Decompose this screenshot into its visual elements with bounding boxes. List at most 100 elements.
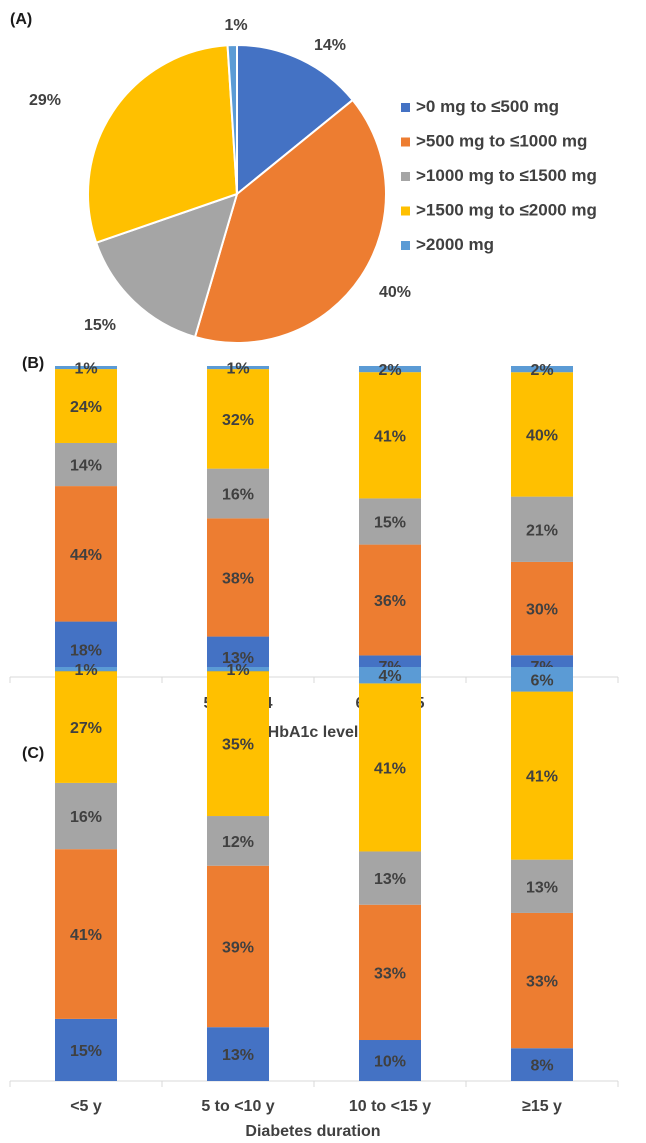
pie-slice-gt0-mg-to-le500-mg xyxy=(236,43,355,197)
stacked-bar-panel-c: (C) Diabetes duration 15% 41% 16% 27% 1% <5 y… xyxy=(9,662,619,1140)
bar-data-label: 2% xyxy=(378,362,401,379)
pie-slice-gt1000-mg-to-le1500-mg xyxy=(94,192,239,339)
bar-data-label: 13% xyxy=(526,879,558,896)
bar-segment-gt2000-mg-10-to-lt15-y xyxy=(359,667,421,684)
legend-swatch-gt1500-mg-to-le2000-mg xyxy=(401,206,410,216)
panel-label-b: (B) xyxy=(22,355,44,372)
pie-slice-label-gt1000-mg-to-le1500-mg: 15% xyxy=(84,317,116,334)
bar-data-label: 6% xyxy=(530,672,553,689)
bar-segment-gt0-mg-to-le500-mg-ge15-y xyxy=(511,1048,573,1081)
bar-data-label: 1% xyxy=(74,361,97,378)
bar-segment-gt1000-mg-to-le1500-mg-lt53 xyxy=(55,442,117,487)
bar-data-label: 35% xyxy=(222,737,254,754)
bar-data-label: 1% xyxy=(226,361,249,378)
bar-segment-gt1500-mg-to-le2000-mg-lt5-y xyxy=(55,671,117,783)
bar-data-label: 33% xyxy=(526,974,558,991)
bar-segment-gt500-mg-to-le1000-mg-lt53 xyxy=(55,486,117,622)
bar-segment-gt1500-mg-to-le2000-mg-53-to-lt64 xyxy=(207,369,269,469)
bar-data-label: 39% xyxy=(222,939,254,956)
bar-segment-gt1000-mg-to-le1500-mg-ge75 xyxy=(511,496,573,562)
pie-slice-label-gt0-mg-to-le500-mg: 14% xyxy=(314,37,346,54)
x-tick-label-10-to-lt15-y: 10 to <15 y xyxy=(349,1098,431,1115)
x-tick-label-ge15-y: ≥15 y xyxy=(522,1098,562,1115)
bar-data-label: 8% xyxy=(530,1058,553,1075)
bar-data-label: 12% xyxy=(222,834,254,851)
bar-segment-gt2000-mg-64-to-lt75 xyxy=(359,366,421,373)
bar-segment-gt2000-mg-ge15-y xyxy=(511,667,573,692)
bar-data-label: 13% xyxy=(222,1047,254,1064)
bar-segment-gt1000-mg-to-le1500-mg-53-to-lt64 xyxy=(207,468,269,519)
bar-data-label: 38% xyxy=(222,570,254,587)
legend-swatch-gt2000-mg xyxy=(401,241,410,250)
bar-data-label: 30% xyxy=(526,602,558,619)
bar-segment-gt0-mg-to-le500-mg-5-to-lt10-y xyxy=(207,1027,269,1081)
bar-segment-gt1500-mg-to-le2000-mg-ge15-y xyxy=(511,691,573,860)
pie-slice-label-gt500-mg-to-le1000-mg: 40% xyxy=(379,284,411,301)
panel-label-a: (A) xyxy=(10,11,32,28)
pie-slice-label-gt2000-mg: 1% xyxy=(224,17,247,34)
x-axis-title-b: HbA1c level xyxy=(268,724,359,741)
panel-label-c: (C) xyxy=(22,745,44,762)
bar-segment-gt500-mg-to-le1000-mg-ge15-y xyxy=(511,912,573,1049)
bar-segment-gt1000-mg-to-le1500-mg-lt5-y xyxy=(55,782,117,850)
pie-slice-gt500-mg-to-le1000-mg xyxy=(193,98,387,344)
bar-data-label: 24% xyxy=(70,399,102,416)
bar-data-label: 44% xyxy=(70,547,102,564)
bar-segment-gt0-mg-to-le500-mg-lt5-y xyxy=(55,1018,117,1081)
bar-data-label: 32% xyxy=(222,412,254,429)
bar-data-label: 10% xyxy=(374,1054,406,1071)
bar-data-label: 18% xyxy=(70,642,102,659)
bar-data-label: 16% xyxy=(70,809,102,826)
bar-data-label: 41% xyxy=(374,760,406,777)
bar-segment-gt500-mg-to-le1000-mg-5-to-lt10-y xyxy=(207,865,269,1028)
bar-data-label: 27% xyxy=(70,720,102,737)
bar-data-label: 13% xyxy=(374,871,406,888)
bar-segment-gt2000-mg-5-to-lt10-y xyxy=(207,667,269,672)
bar-data-label: 1% xyxy=(74,662,97,679)
x-tick-label-5-to-lt10-y: 5 to <10 y xyxy=(201,1098,274,1115)
legend-entry-gt500-mg-to-le1000-mg: >500 mg to ≤1000 mg xyxy=(416,132,587,151)
bar-segment-gt0-mg-to-le500-mg-10-to-lt15-y xyxy=(359,1040,421,1081)
legend-entry-gt0-mg-to-le500-mg: >0 mg to ≤500 mg xyxy=(416,97,559,116)
legend-swatch-gt1000-mg-to-le1500-mg xyxy=(401,172,410,181)
bar-data-label: 40% xyxy=(526,427,558,444)
bar-data-label: 15% xyxy=(374,515,406,532)
bar-data-label: 14% xyxy=(70,458,102,475)
bar-segment-gt1000-mg-to-le1500-mg-10-to-lt15-y xyxy=(359,851,421,905)
bar-segment-gt500-mg-to-le1000-mg-10-to-lt15-y xyxy=(359,904,421,1041)
bar-segment-gt1000-mg-to-le1500-mg-ge15-y xyxy=(511,859,573,913)
bar-data-label: 41% xyxy=(526,769,558,786)
bar-data-label: 36% xyxy=(374,593,406,610)
bar-data-label: 41% xyxy=(374,428,406,445)
bar-segment-gt1500-mg-to-le2000-mg-ge75 xyxy=(511,372,573,497)
bar-data-label: 21% xyxy=(526,522,558,539)
bar-segment-gt1500-mg-to-le2000-mg-5-to-lt10-y xyxy=(207,671,269,817)
bar-segment-gt500-mg-to-le1000-mg-ge75 xyxy=(511,561,573,656)
bar-data-label: 33% xyxy=(374,965,406,982)
bar-segment-gt2000-mg-53-to-lt64 xyxy=(207,366,269,370)
bar-data-label: 13% xyxy=(222,650,254,667)
bar-segment-gt500-mg-to-le1000-mg-53-to-lt64 xyxy=(207,518,269,637)
bar-segment-gt2000-mg-lt53 xyxy=(55,366,117,370)
legend-entry-gt2000-mg: >2000 mg xyxy=(416,235,494,254)
stacked-bar-panel-b: (B) HbA1c level 18%44%14%24%1%<5313%38%1… xyxy=(9,355,619,741)
bar-segment-gt1500-mg-to-le2000-mg-lt53 xyxy=(55,369,117,443)
legend-entry-gt1000-mg-to-le1500-mg: >1000 mg to ≤1500 mg xyxy=(416,166,597,185)
bar-data-label: 4% xyxy=(378,668,401,685)
bar-data-label: 1% xyxy=(226,662,249,679)
bar-segment-gt1500-mg-to-le2000-mg-64-to-lt75 xyxy=(359,372,421,499)
bar-segment-gt1500-mg-to-le2000-mg-10-to-lt15-y xyxy=(359,683,421,852)
pie-slice-label-gt1500-mg-to-le2000-mg: 29% xyxy=(29,92,61,109)
bar-data-label: 16% xyxy=(222,487,254,504)
bar-data-label: 41% xyxy=(70,927,102,944)
bar-data-label: 2% xyxy=(530,362,553,379)
pie-slice-gt2000-mg xyxy=(226,43,238,195)
legend-entry-gt1500-mg-to-le2000-mg: >1500 mg to ≤2000 mg xyxy=(416,201,597,220)
legend-swatch-gt0-mg-to-le500-mg xyxy=(401,103,410,112)
bar-segment-gt2000-mg-ge75 xyxy=(511,366,573,373)
pie-chart-panel-a: (A) 14% 40% 15% 29% 1% >0 mg to ≤500 mg >500 m… xyxy=(10,11,597,344)
bar-segment-gt1000-mg-to-le1500-mg-64-to-lt75 xyxy=(359,498,421,545)
x-tick-label-lt5-y: <5 y xyxy=(70,1098,102,1115)
bar-segment-gt500-mg-to-le1000-mg-64-to-lt75 xyxy=(359,544,421,656)
